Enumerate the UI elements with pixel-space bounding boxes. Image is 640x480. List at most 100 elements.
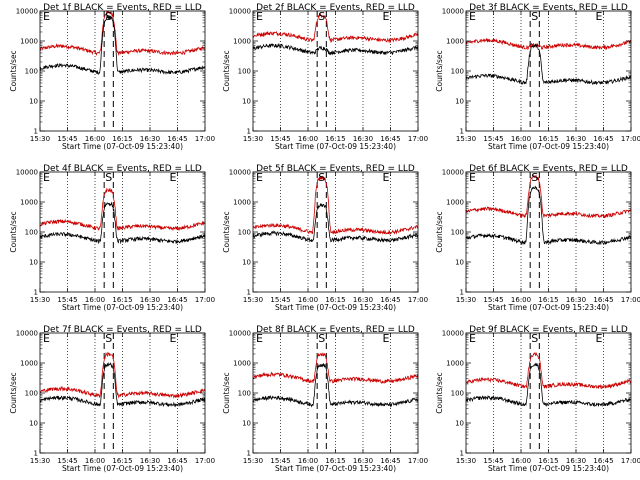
- marker-left-e: E: [43, 10, 50, 23]
- x-tick-label: 15:30: [456, 135, 476, 143]
- x-tick-label: 16:30: [140, 457, 160, 465]
- x-tick-label: 16:30: [353, 135, 373, 143]
- marker-left-e: E: [43, 332, 50, 345]
- panel-title: Det 6f BLACK = Events, RED = LLD: [469, 164, 628, 174]
- marker-center-s: S: [105, 171, 112, 184]
- y-tick-label: 10000: [229, 169, 251, 177]
- y-tick-label: 100: [451, 390, 464, 398]
- y-tick-label: 1000: [446, 199, 464, 207]
- marker-left-e: E: [469, 171, 476, 184]
- x-tick-label: 15:45: [270, 135, 290, 143]
- y-tick-label: 10000: [229, 8, 251, 16]
- series-line-lld: [465, 37, 632, 51]
- x-tick-label: 16:00: [511, 296, 531, 304]
- marker-center-s: S: [105, 332, 112, 345]
- x-tick-label: 17:00: [195, 135, 215, 143]
- marker-left-e: E: [469, 10, 476, 23]
- y-axis-label: Counts/sec: [222, 372, 231, 413]
- y-axis-label: Counts/sec: [9, 211, 18, 252]
- marker-left-e: E: [256, 10, 263, 23]
- y-tick-label: 1: [247, 128, 251, 136]
- marker-left-e: E: [256, 332, 263, 345]
- y-tick-label: 1: [247, 450, 251, 458]
- panel-title: Det 1f BLACK = Events, RED = LLD: [43, 3, 202, 13]
- panel-2: Det 2f BLACK = Events, RED = LLD 1 10 100 10…: [222, 3, 428, 151]
- series-line-lld: [39, 351, 206, 399]
- y-tick-label: 10: [455, 98, 464, 106]
- x-tick-label: 16:00: [85, 135, 105, 143]
- x-tick-label: 16:30: [353, 296, 373, 304]
- y-tick-label: 100: [238, 390, 251, 398]
- series-line-events: [465, 43, 632, 85]
- x-tick-label: 16:15: [325, 135, 345, 143]
- y-tick-label: 10: [29, 98, 38, 106]
- x-tick-label: 16:15: [112, 457, 132, 465]
- y-tick-label: 100: [25, 390, 38, 398]
- x-tick-label: 15:45: [57, 457, 77, 465]
- marker-right-e: E: [170, 171, 177, 184]
- y-axis-label: Counts/sec: [222, 50, 231, 91]
- marker-left-e: E: [469, 332, 476, 345]
- marker-center-s: S: [531, 171, 538, 184]
- y-tick-label: 10000: [442, 330, 464, 338]
- y-tick-label: 10: [455, 420, 464, 428]
- x-tick-label: 16:15: [325, 296, 345, 304]
- x-tick-label: 16:00: [85, 296, 105, 304]
- y-tick-label: 1000: [20, 360, 38, 368]
- x-tick-label: 15:30: [30, 457, 50, 465]
- x-tick-label: 15:30: [30, 296, 50, 304]
- y-axis-label: Counts/sec: [222, 211, 231, 252]
- panel-5: Det 5f BLACK = Events, RED = LLD 1 10 100 10…: [222, 164, 428, 312]
- x-tick-label: 17:00: [408, 135, 428, 143]
- marker-right-e: E: [383, 10, 390, 23]
- panel-3: Det 3f BLACK = Events, RED = LLD 1 10 100 10…: [435, 3, 640, 151]
- series-line-events: [39, 361, 206, 408]
- x-tick-label: 16:45: [593, 457, 613, 465]
- y-axis-label: Counts/sec: [9, 372, 18, 413]
- x-tick-label: 16:45: [593, 135, 613, 143]
- x-tick-label: 16:45: [380, 296, 400, 304]
- marker-left-e: E: [256, 171, 263, 184]
- y-tick-label: 10000: [16, 169, 38, 177]
- x-tick-label: 15:45: [483, 457, 503, 465]
- x-tick-label: 16:45: [593, 296, 613, 304]
- x-axis-label: Start Time (07-Oct-09 15:23:40): [62, 303, 183, 312]
- x-tick-label: 16:15: [112, 296, 132, 304]
- x-tick-label: 15:30: [456, 296, 476, 304]
- x-tick-label: 16:00: [298, 296, 318, 304]
- series-line-events: [252, 202, 418, 243]
- series-line-events: [39, 14, 206, 76]
- y-tick-label: 100: [238, 229, 251, 237]
- x-tick-label: 16:15: [538, 296, 558, 304]
- y-tick-label: 10: [242, 98, 251, 106]
- y-tick-label: 10000: [16, 330, 38, 338]
- panel-1: Det 1f BLACK = Events, RED = LLD 1 10 100 10…: [9, 3, 215, 151]
- y-tick-label: 1: [460, 450, 464, 458]
- x-tick-label: 17:00: [621, 296, 640, 304]
- x-axis-label: Start Time (07-Oct-09 15:23:40): [275, 142, 396, 151]
- x-tick-label: 16:30: [140, 135, 160, 143]
- panel-title: Det 9f BLACK = Events, RED = LLD: [469, 325, 628, 335]
- marker-right-e: E: [596, 171, 603, 184]
- x-axis-label: Start Time (07-Oct-09 15:23:40): [275, 303, 396, 312]
- panel-title: Det 5f BLACK = Events, RED = LLD: [256, 164, 415, 174]
- y-axis-label: Counts/sec: [435, 50, 444, 91]
- series-line-events: [465, 185, 632, 246]
- panel-title: Det 4f BLACK = Events, RED = LLD: [43, 164, 202, 174]
- y-tick-label: 1000: [20, 38, 38, 46]
- x-tick-label: 16:00: [298, 457, 318, 465]
- x-tick-label: 16:30: [353, 457, 373, 465]
- x-tick-label: 15:45: [483, 296, 503, 304]
- x-axis-label: Start Time (07-Oct-09 15:23:40): [275, 464, 396, 473]
- marker-center-s: S: [318, 332, 325, 345]
- x-tick-label: 17:00: [621, 135, 640, 143]
- y-tick-label: 1: [460, 289, 464, 297]
- x-axis-label: Start Time (07-Oct-09 15:23:40): [62, 464, 183, 473]
- marker-right-e: E: [596, 10, 603, 23]
- x-tick-label: 15:30: [30, 135, 50, 143]
- x-tick-label: 17:00: [195, 296, 215, 304]
- y-tick-label: 100: [451, 229, 464, 237]
- x-tick-label: 15:45: [57, 296, 77, 304]
- x-tick-label: 16:30: [140, 296, 160, 304]
